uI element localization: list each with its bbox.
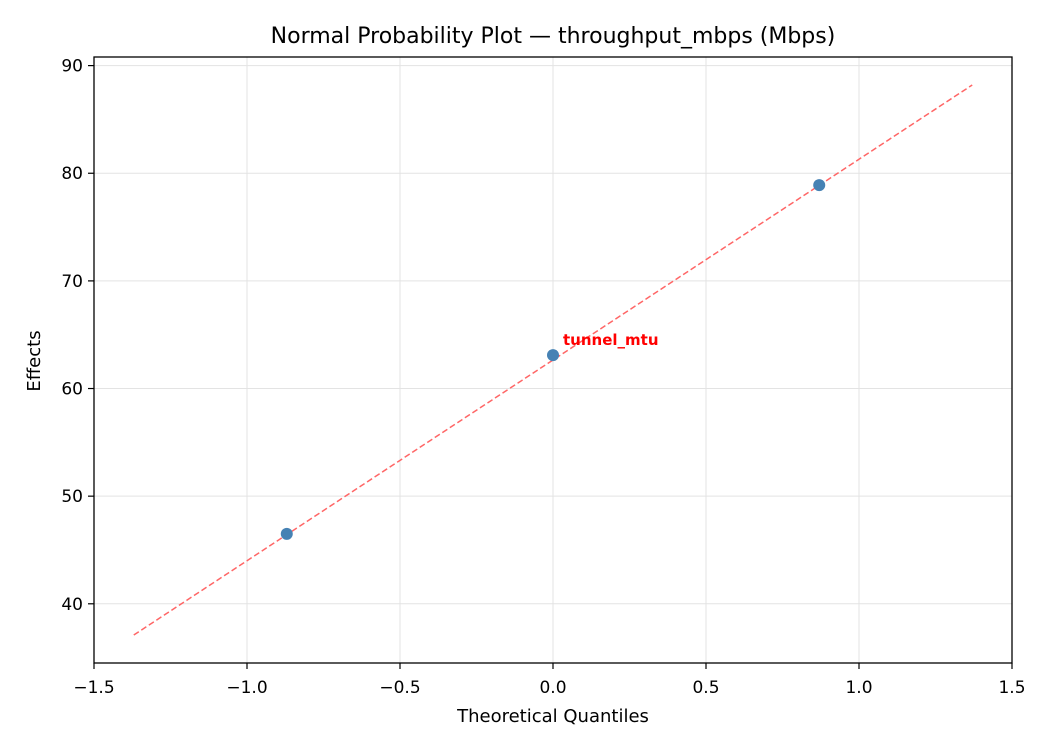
y-tick-label: 50 [61,487,83,507]
data-point [280,527,293,540]
y-axis-ticks: 40 50 60 70 80 90 [61,57,94,615]
x-tick-label: 1.5 [998,678,1025,698]
x-tick-label: −1.5 [73,678,114,698]
x-tick-label: 0.5 [692,678,719,698]
x-axis-ticks: −1.5 −1.0 −0.5 0.0 0.5 1.0 1.5 [73,663,1026,698]
annotations: tunnel_mtu [563,331,659,349]
y-tick-label: 80 [61,164,83,184]
reference-line-layer [133,84,973,636]
y-tick-label: 60 [61,380,83,400]
point-annotation: tunnel_mtu [563,331,659,349]
grid-lines [93,57,1013,663]
x-tick-label: −1.0 [226,678,267,698]
chart-title: Normal Probability Plot — throughput_mbp… [271,24,836,49]
x-tick-label: 1.0 [845,678,872,698]
y-tick-label: 90 [61,57,83,77]
x-axis-label: Theoretical Quantiles [456,706,649,727]
data-points [280,179,826,540]
data-point [813,179,826,192]
x-tick-label: 0.0 [539,678,566,698]
data-point [547,349,559,362]
y-tick-label: 40 [61,595,83,615]
x-tick-label: −0.5 [379,678,420,698]
y-axis-label: Effects [24,330,45,391]
y-tick-label: 70 [61,272,83,292]
reference-line [133,84,973,636]
